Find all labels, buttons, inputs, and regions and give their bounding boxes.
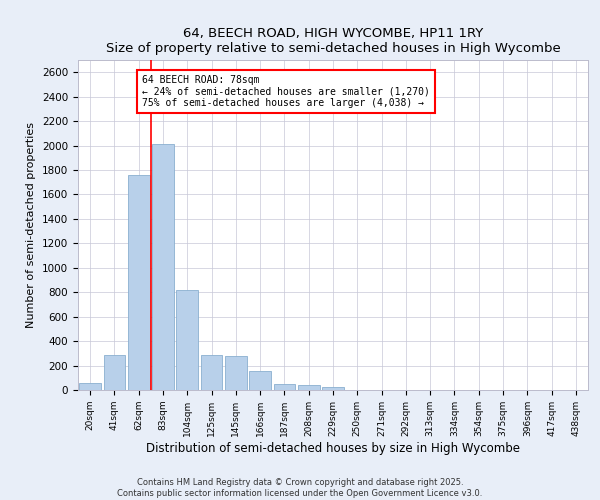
Bar	[298, 385, 320, 390]
Title: 64, BEECH ROAD, HIGH WYCOMBE, HP11 1RY
Size of property relative to semi-detache: 64, BEECH ROAD, HIGH WYCOMBE, HP11 1RY S…	[106, 26, 560, 54]
Bar	[79, 382, 101, 390]
Bar	[200, 354, 223, 390]
Bar	[104, 354, 125, 390]
Text: Contains HM Land Registry data © Crown copyright and database right 2025.
Contai: Contains HM Land Registry data © Crown c…	[118, 478, 482, 498]
Bar	[152, 144, 174, 390]
Bar	[176, 290, 198, 390]
Bar	[322, 387, 344, 390]
Bar	[128, 175, 149, 390]
Bar	[225, 356, 247, 390]
X-axis label: Distribution of semi-detached houses by size in High Wycombe: Distribution of semi-detached houses by …	[146, 442, 520, 454]
Text: 64 BEECH ROAD: 78sqm
← 24% of semi-detached houses are smaller (1,270)
75% of se: 64 BEECH ROAD: 78sqm ← 24% of semi-detac…	[142, 74, 430, 108]
Y-axis label: Number of semi-detached properties: Number of semi-detached properties	[26, 122, 37, 328]
Bar	[274, 384, 295, 390]
Bar	[249, 371, 271, 390]
